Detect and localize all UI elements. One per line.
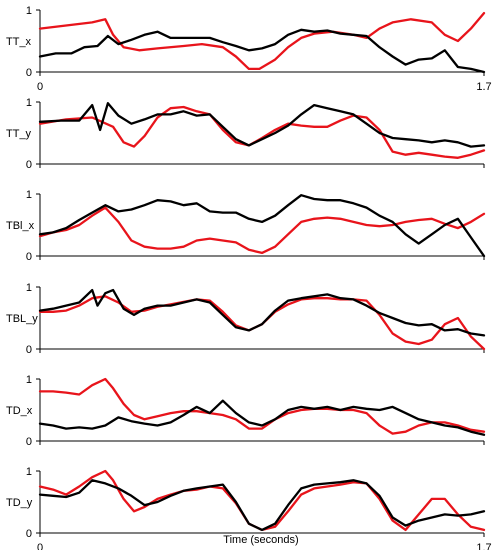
series-black-line xyxy=(38,479,486,532)
y-tick-label: 1 xyxy=(26,5,32,17)
series-black-line xyxy=(38,102,486,148)
series-black-line xyxy=(38,288,486,337)
x-tick-label: 0 xyxy=(37,81,43,93)
y-tick-label: 0 xyxy=(26,528,32,540)
series-black-line xyxy=(38,399,486,436)
series-red-line xyxy=(38,377,486,435)
y-tick-label: 1 xyxy=(26,97,32,109)
panel-5: 0 1 TD_x xyxy=(6,374,486,448)
y-tick-label: 0 xyxy=(26,344,32,356)
panel-4: 0 1 TBL_y xyxy=(6,282,486,356)
y-tick-label: 0 xyxy=(26,67,32,79)
panel-1: 0 1 0 1.7 TT_x xyxy=(6,5,492,93)
panel-ylabel: TD_x xyxy=(6,405,33,417)
series-red-line xyxy=(38,206,486,255)
y-tick-label: 0 xyxy=(26,159,32,171)
y-tick-label: 1 xyxy=(26,282,32,294)
panel-ylabel: TD_y xyxy=(6,497,33,509)
panel-ylabel: TT_x xyxy=(6,36,32,48)
y-tick-label: 1 xyxy=(26,466,32,478)
y-tick-label: 0 xyxy=(26,436,32,448)
x-axis-label: Time (seconds) xyxy=(223,534,298,546)
x-tick-label: 1.7 xyxy=(476,542,491,550)
x-tick-label: 0 xyxy=(37,542,43,550)
panel-ylabel: TBL_y xyxy=(6,313,38,325)
series-black-line xyxy=(38,28,486,74)
panel-2: 0 1 TT_y xyxy=(6,97,486,171)
panel-ylabel: TBl_x xyxy=(6,220,35,232)
y-tick-label: 0 xyxy=(26,251,32,263)
series-black-line xyxy=(38,194,486,258)
series-red-line xyxy=(38,105,486,159)
panel-6: 0 1 0 1.7 TD_y xyxy=(6,466,492,550)
panel-3: 0 1 TBl_x xyxy=(6,189,486,263)
x-tick-label: 1.7 xyxy=(476,81,491,93)
y-tick-label: 1 xyxy=(26,374,32,386)
panel-ylabel: TT_y xyxy=(6,128,32,140)
y-tick-label: 1 xyxy=(26,189,32,201)
